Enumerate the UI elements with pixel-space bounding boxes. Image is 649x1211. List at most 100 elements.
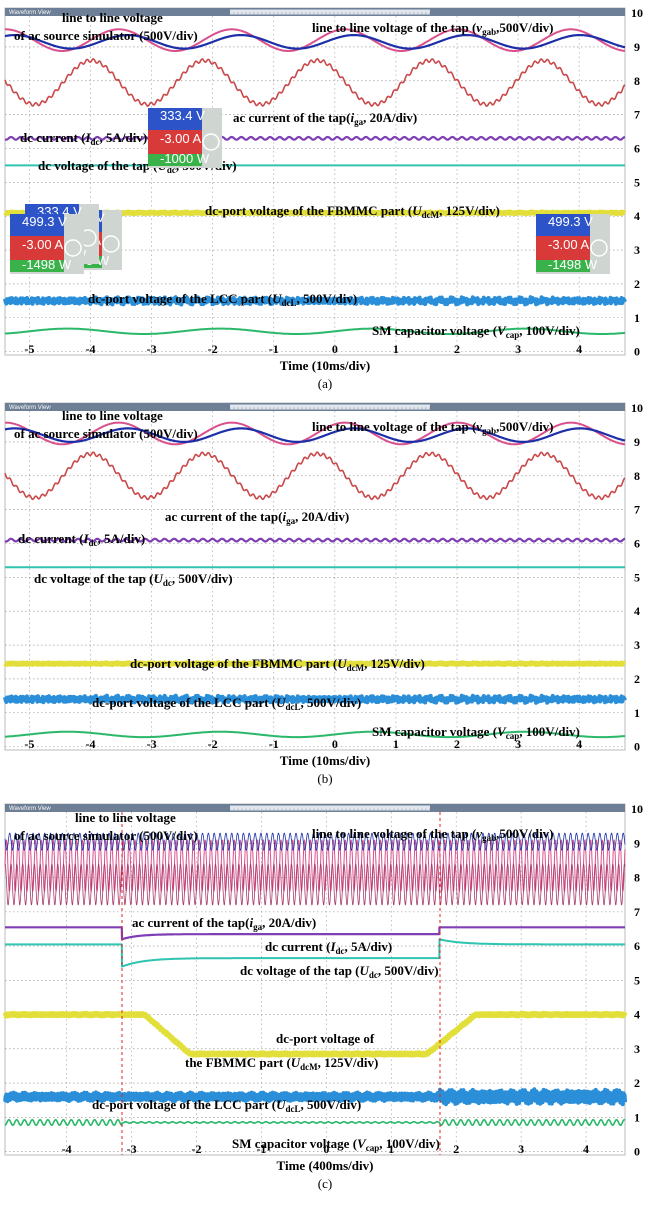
readout-voltage: 499.3 V — [22, 214, 67, 229]
annotation-part: ga — [253, 922, 263, 932]
readout-voltage-bg — [536, 214, 590, 236]
x-tick-label: -3 — [147, 342, 157, 356]
annotation: dc-port voltage of the LCC part (UdcL, 5… — [92, 695, 361, 712]
annotation-part: dcL — [282, 298, 297, 308]
x-tick-label: -4 — [62, 1142, 72, 1156]
waveform — [4, 427, 626, 443]
y-tick-label: 2 — [634, 672, 640, 686]
annotation: of ac source simulator (500V/div) — [14, 28, 198, 43]
annotation-part: of ac source simulator (500V/div) — [14, 828, 198, 843]
annotation-part: v — [476, 20, 482, 35]
annotation-part: dc voltage of the tap ( — [240, 963, 360, 978]
annotation-part: U — [272, 291, 282, 306]
annotation-part: dc — [336, 946, 345, 956]
readout-current: -3.00 A — [22, 237, 64, 252]
x-tick-label: -2 — [208, 342, 218, 356]
annotation-part: , 500V/div) — [172, 571, 233, 586]
readout-current: -3.00 A — [160, 131, 202, 146]
scroll-bar — [230, 805, 430, 811]
waveform — [4, 135, 626, 141]
annotation: ac current of the tap(iga, 20A/div) — [132, 915, 316, 932]
x-tick-label: -1 — [269, 342, 279, 356]
plot-area — [4, 402, 626, 751]
y-tick-label: 0 — [634, 345, 640, 359]
annotation-part: , 20A/div) — [262, 915, 316, 930]
x-tick-label: -2 — [192, 1142, 202, 1156]
waveform — [4, 451, 626, 501]
y-tick-label: 8 — [634, 469, 640, 483]
scroll-bar — [230, 404, 430, 410]
annotation-part: , 5A/div) — [98, 531, 146, 546]
annotation-part: , 500V/div) — [301, 695, 362, 710]
annotation: line to line voltage of the tap (vgab,50… — [312, 826, 554, 843]
waveform — [3, 660, 627, 668]
x-tick-label: 1 — [388, 1142, 394, 1156]
annotation-part: cap — [506, 330, 520, 340]
y-tick-label: 7 — [634, 503, 640, 517]
x-tick-label: -2 — [208, 737, 218, 751]
y-tick-label: 4 — [634, 1008, 640, 1022]
annotation-part: ac current of the tap( — [132, 915, 249, 930]
annotation-part: cap — [506, 731, 520, 741]
annotation-part: , 125V/div) — [318, 1055, 379, 1070]
x-tick-label: 3 — [515, 737, 521, 751]
readout-current: -3.00 A — [548, 237, 590, 252]
x-tick-label: -3 — [147, 737, 157, 751]
annotation-part: dc — [91, 137, 100, 147]
annotation-part: dc — [163, 578, 172, 588]
readout-current-bg — [148, 130, 202, 154]
annotation-part: gab — [482, 426, 496, 436]
annotation-part: dc voltage of the tap ( — [38, 158, 158, 173]
readout-panel: 499.3 V -3.00 A -1498 W — [10, 214, 84, 274]
readout-power: -1498 W — [548, 257, 598, 272]
annotation-part: , 500V/div) — [378, 963, 439, 978]
annotation-part: line to line voltage — [62, 10, 163, 25]
x-tick-label: -5 — [24, 737, 34, 751]
annotation-part: SM capacitor voltage ( — [372, 323, 497, 338]
x-tick-label: -3 — [127, 1142, 137, 1156]
annotation-part: dcM — [422, 210, 440, 220]
annotation-part: i — [350, 110, 354, 125]
annotation: dc-port voltage of the FBMMC part (UdcM,… — [205, 203, 500, 220]
annotation: the FBMMC part (UdcM, 125V/div) — [185, 1055, 378, 1072]
annotation: dc-port voltage of the FBMMC part (UdcM,… — [130, 656, 425, 673]
annotation-part: dcL — [286, 1104, 301, 1114]
annotation-part: , 125V/div) — [364, 656, 425, 671]
annotation-part: ,500V/div) — [496, 826, 553, 841]
waveform — [4, 926, 626, 941]
annotation: dc voltage of the tap (Udc, 500V/div) — [34, 571, 233, 588]
annotation-part: i — [282, 509, 286, 524]
annotation-part: dc — [167, 165, 176, 175]
annotation-part: line to line voltage — [62, 408, 163, 423]
waveform — [4, 58, 626, 107]
annotation: dc current (Idc, 5A/div) — [18, 531, 145, 548]
y-tick-label: 8 — [634, 74, 640, 88]
annotation-part: v — [476, 419, 482, 434]
x-tick-label: 2 — [453, 1142, 459, 1156]
x-tick-label: 4 — [583, 1142, 589, 1156]
annotation: dc-port voltage of the LCC part (UdcL, 5… — [88, 291, 357, 308]
annotation-part: I — [84, 130, 91, 145]
y-tick-label: 1 — [634, 311, 640, 325]
annotation-part: , 500V/div) — [297, 291, 358, 306]
annotation-part: , 100V/div) — [379, 1136, 440, 1151]
annotation-part: U — [276, 695, 286, 710]
annotation-part: line to line voltage of the tap ( — [312, 419, 476, 434]
annotation: line to line voltage — [62, 10, 163, 25]
annotation-part: line to line voltage of the tap ( — [312, 20, 476, 35]
annotation: ac current of the tap(iga, 20A/div) — [165, 509, 349, 526]
annotation-part: ac current of the tap( — [165, 509, 282, 524]
waveform — [3, 1087, 627, 1107]
readout-power-bg — [148, 154, 202, 166]
annotation: dc current (Idc, 5A/div) — [265, 939, 392, 956]
annotation-part: line to line voltage — [75, 810, 176, 825]
readout-power: -1000 W — [160, 151, 210, 166]
readout-voltage: 499.3 V — [548, 214, 593, 229]
annotation-part: , 125V/div) — [439, 203, 500, 218]
annotation-part: ga — [286, 516, 296, 526]
annotation-part: dc — [369, 970, 378, 980]
annotation-part: ,500V/div) — [496, 419, 553, 434]
annotation-part: , 20A/div) — [295, 509, 349, 524]
